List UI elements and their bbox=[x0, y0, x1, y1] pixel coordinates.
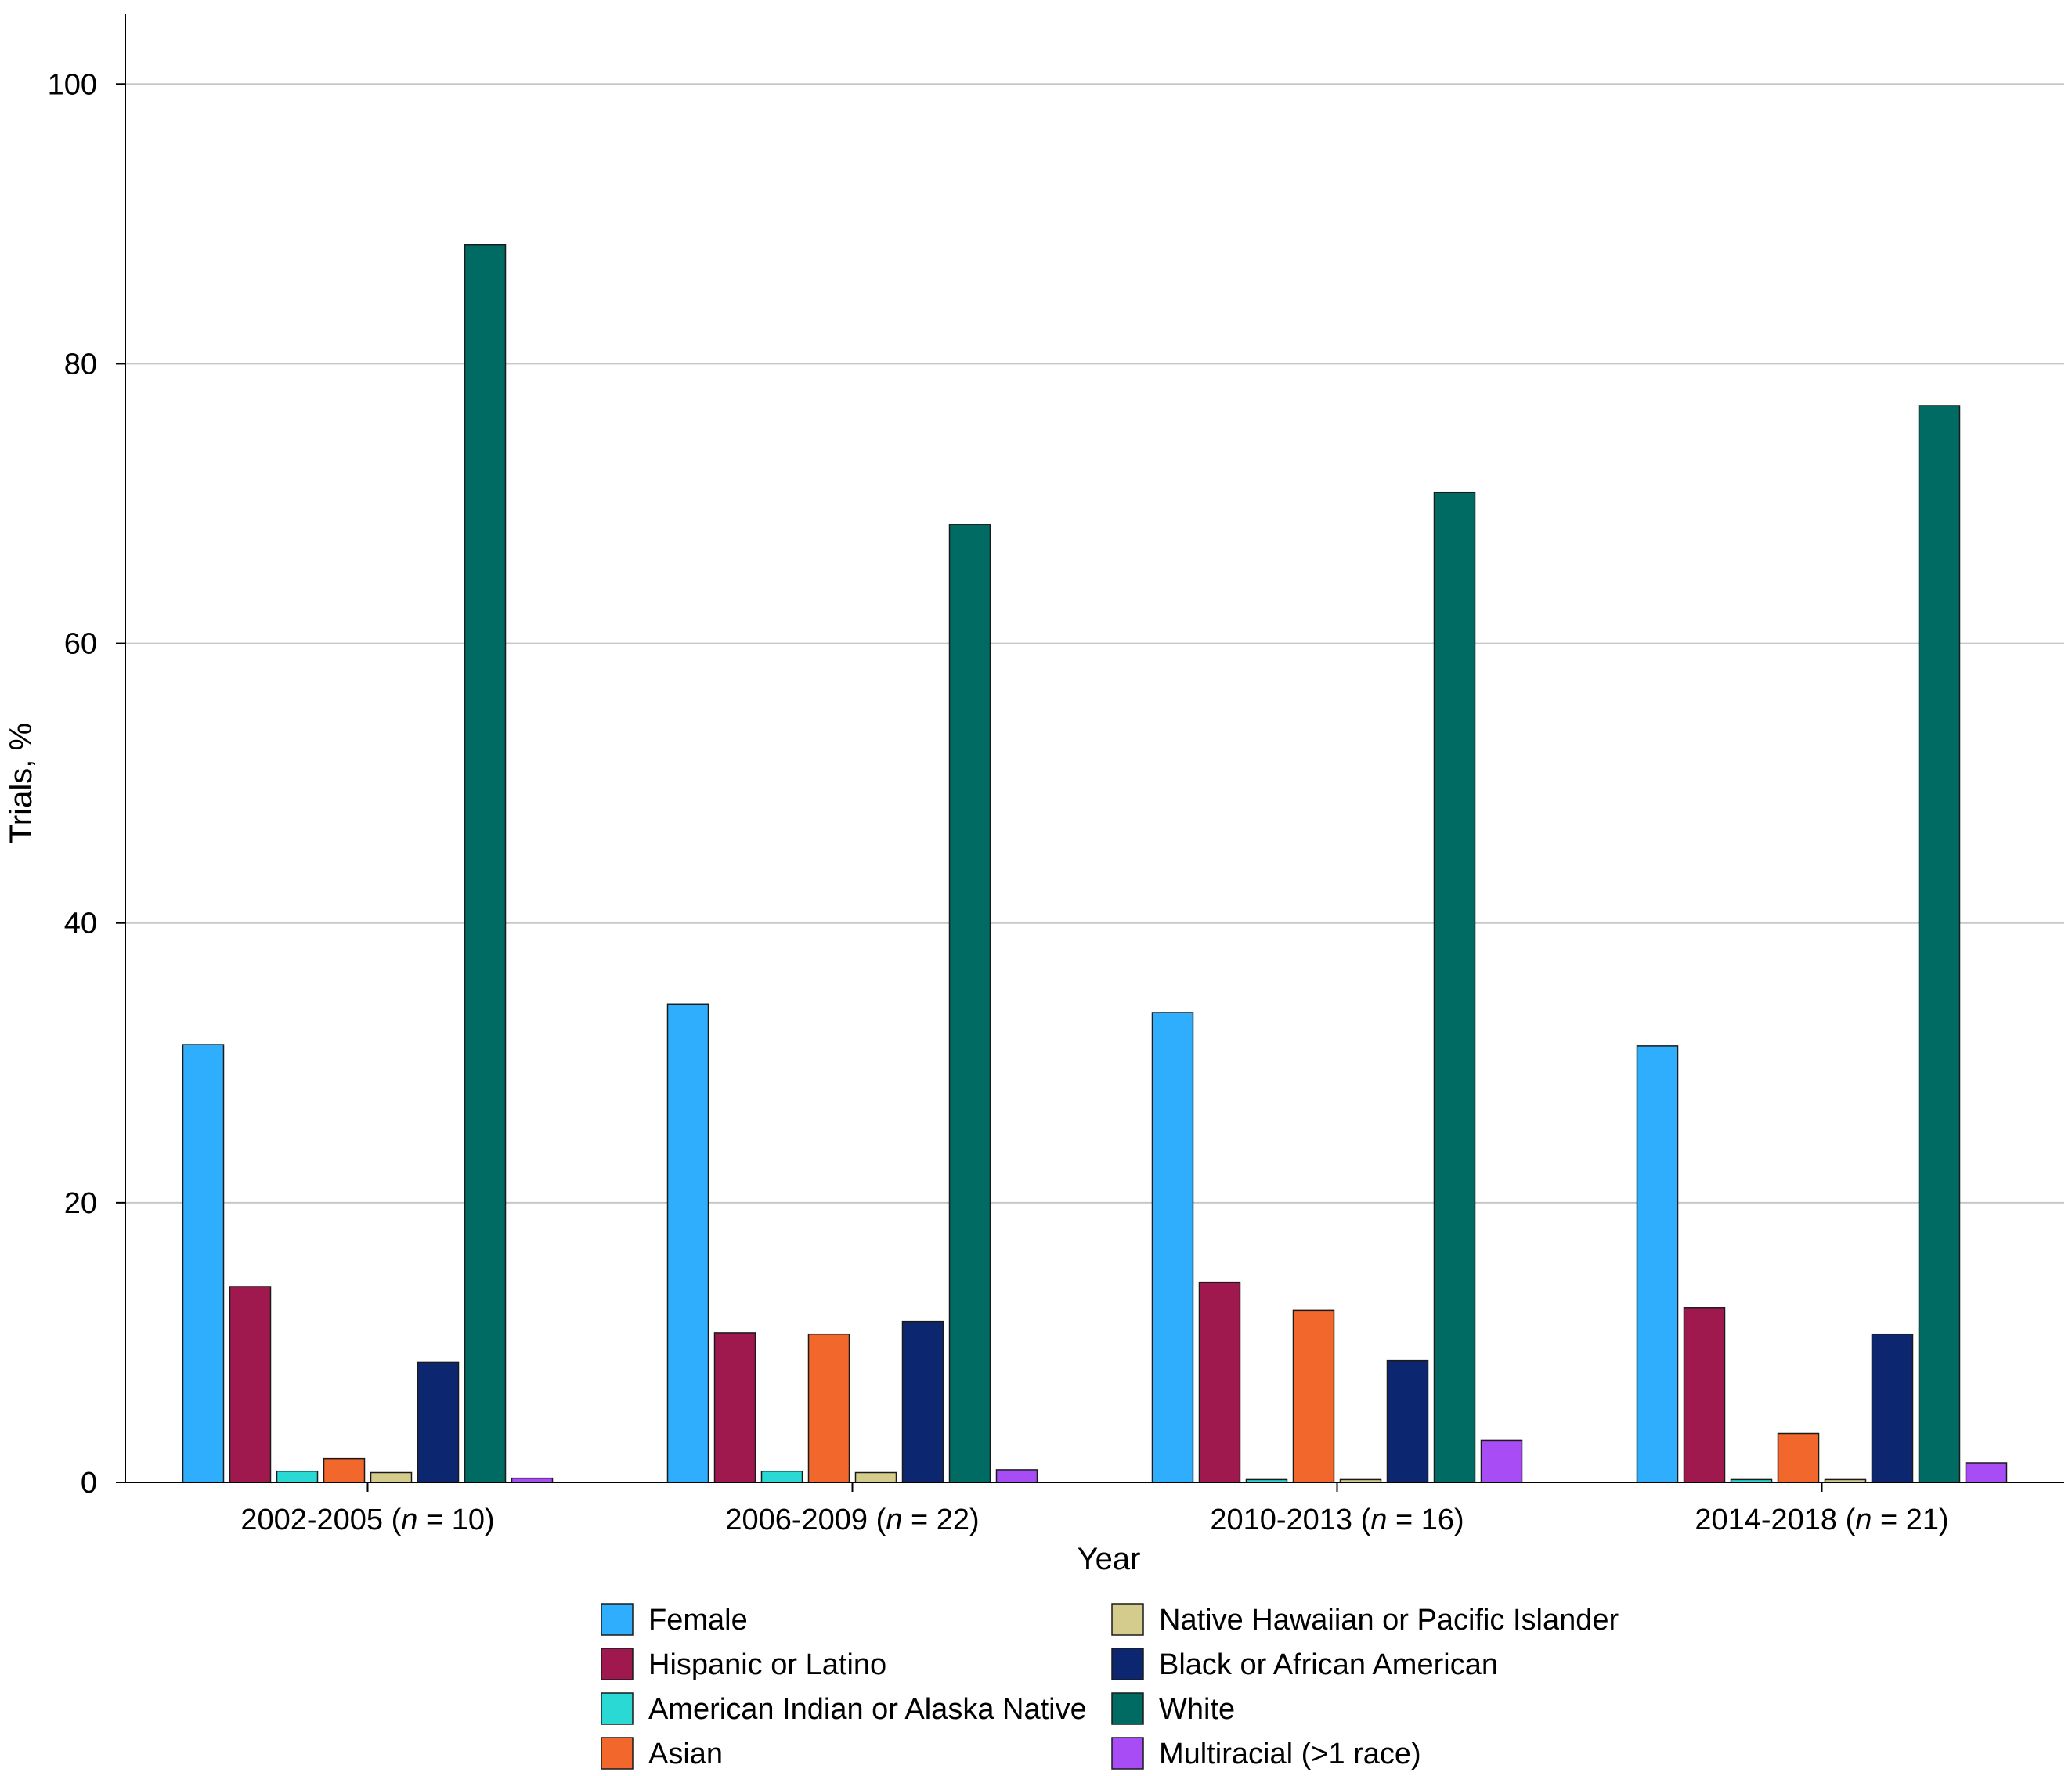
legend-swatch bbox=[1111, 1692, 1144, 1725]
legend-label: Multiracial (>1 race) bbox=[1159, 1738, 1421, 1771]
legend-label: Female bbox=[648, 1604, 748, 1637]
bar bbox=[229, 1286, 272, 1483]
y-tick-label: 100 bbox=[48, 68, 97, 101]
axes bbox=[116, 14, 2064, 1492]
bar bbox=[854, 1471, 897, 1483]
y-tick-label: 0 bbox=[81, 1467, 97, 1500]
y-axis-title: Trials, % bbox=[4, 723, 38, 843]
legend: Female Hispanic or Latino American Indian … bbox=[601, 1603, 1619, 1771]
bar bbox=[760, 1470, 803, 1483]
y-tick-labels: 0 20 40 60 80 100 bbox=[48, 68, 97, 1500]
bar bbox=[666, 1003, 709, 1483]
x-tick-label: 2014-2018 (n = 21) bbox=[1695, 1503, 1948, 1536]
bar bbox=[370, 1471, 413, 1483]
bar bbox=[807, 1333, 850, 1483]
bar bbox=[901, 1320, 944, 1483]
bar bbox=[1386, 1359, 1429, 1483]
bar bbox=[1151, 1012, 1194, 1483]
x-tick-label-year: 2006-2009 ( bbox=[725, 1503, 886, 1536]
legend-label: Native Hawaiian or Pacific Islander bbox=[1159, 1604, 1619, 1637]
legend-label: American Indian or Alaska Native bbox=[648, 1693, 1087, 1726]
legend-swatch bbox=[1111, 1603, 1144, 1636]
x-tick-label-n-value: = 10) bbox=[417, 1503, 494, 1536]
bar bbox=[713, 1332, 756, 1483]
x-tick-label-n-value: = 21) bbox=[1872, 1503, 1948, 1536]
legend-swatch bbox=[601, 1603, 634, 1636]
bar bbox=[1871, 1333, 1914, 1483]
x-tick-label-year: 2002-2005 ( bbox=[240, 1503, 401, 1536]
bar bbox=[182, 1044, 225, 1483]
legend-label: Hispanic or Latino bbox=[648, 1648, 886, 1681]
legend-swatch bbox=[601, 1692, 634, 1725]
bar bbox=[995, 1469, 1038, 1483]
legend-swatch bbox=[1111, 1737, 1144, 1770]
bar bbox=[417, 1361, 460, 1483]
x-tick-labels: 2002-2005 (n = 10) 2006-2009 (n = 22) 2010… bbox=[240, 1503, 1948, 1536]
bar bbox=[1777, 1432, 1820, 1483]
legend-swatch bbox=[601, 1648, 634, 1680]
bar bbox=[1480, 1439, 1523, 1483]
bar bbox=[1918, 405, 1961, 1483]
bar bbox=[276, 1470, 319, 1483]
y-tick-label: 80 bbox=[64, 348, 97, 381]
legend-swatch bbox=[601, 1737, 634, 1770]
x-tick-label-n-symbol: n bbox=[886, 1503, 902, 1536]
x-axis-title: Year bbox=[1078, 1542, 1141, 1576]
y-tick-label: 60 bbox=[64, 628, 97, 661]
y-tick-label: 20 bbox=[64, 1187, 97, 1220]
x-tick-label-n-symbol: n bbox=[1370, 1503, 1387, 1536]
bar bbox=[1198, 1281, 1241, 1483]
bar bbox=[1636, 1045, 1679, 1483]
legend-swatch bbox=[1111, 1648, 1144, 1680]
legend-label: Asian bbox=[648, 1738, 723, 1771]
x-tick-label-n-symbol: n bbox=[401, 1503, 417, 1536]
legend-label: White bbox=[1159, 1693, 1235, 1726]
x-tick-label: 2006-2009 (n = 22) bbox=[725, 1503, 979, 1536]
bar bbox=[1433, 491, 1476, 1483]
x-tick-label-n-symbol: n bbox=[1855, 1503, 1872, 1536]
x-tick-label-n-value: = 22) bbox=[902, 1503, 979, 1536]
x-tick-label-n-value: = 16) bbox=[1387, 1503, 1464, 1536]
bar bbox=[464, 244, 507, 1483]
gridlines bbox=[125, 83, 2064, 1204]
x-tick-label-year: 2014-2018 ( bbox=[1695, 1503, 1855, 1536]
bar bbox=[1683, 1307, 1726, 1483]
bar bbox=[948, 524, 991, 1483]
legend-label: Black or African American bbox=[1159, 1648, 1498, 1681]
x-tick-label-year: 2010-2013 ( bbox=[1210, 1503, 1370, 1536]
bar bbox=[323, 1457, 366, 1483]
y-tick-label: 40 bbox=[64, 908, 97, 940]
bar bbox=[1965, 1462, 2008, 1483]
x-tick-label: 2002-2005 (n = 10) bbox=[240, 1503, 494, 1536]
x-tick-label: 2010-2013 (n = 16) bbox=[1210, 1503, 1464, 1536]
bars bbox=[182, 244, 2008, 1483]
bar bbox=[1292, 1309, 1335, 1483]
